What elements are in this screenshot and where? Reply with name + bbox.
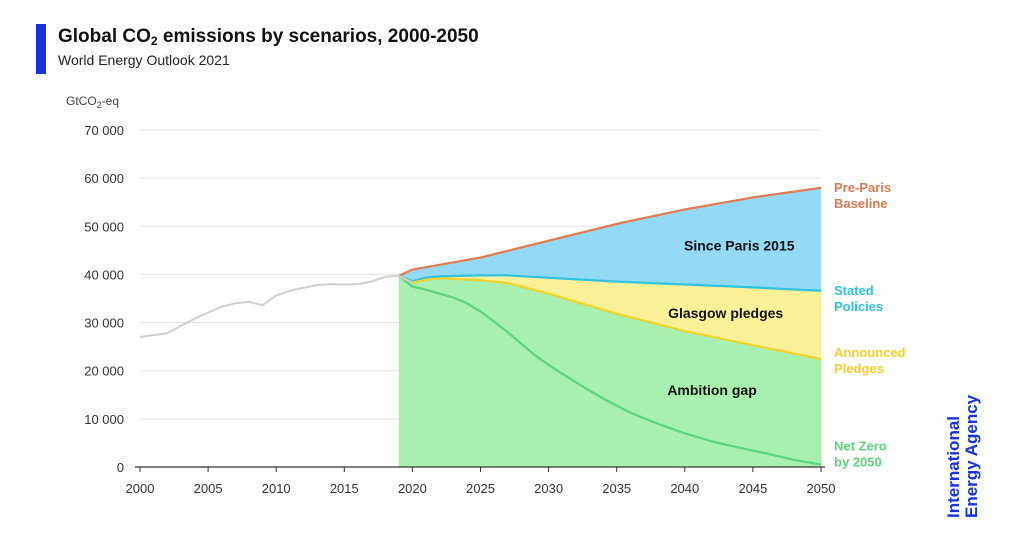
since-paris-area bbox=[398, 187, 821, 291]
area-label-glasgow: Glasgow pledges bbox=[668, 305, 783, 321]
stated-policies-line bbox=[398, 274, 822, 292]
label-net-zero: Net Zero by 2050 bbox=[834, 439, 887, 470]
label-pre-paris-baseline: Pre-Paris Baseline bbox=[834, 180, 891, 211]
y-tick-label: 60 000 bbox=[84, 171, 124, 186]
chart-subtitle: World Energy Outlook 2021 bbox=[58, 52, 230, 68]
y-tick-label: 40 000 bbox=[84, 267, 124, 282]
title-text-start: Global CO bbox=[58, 26, 151, 47]
y-tick-label: 20 000 bbox=[84, 364, 124, 379]
x-tick-label: 2020 bbox=[398, 481, 427, 496]
y-tick-label: 10 000 bbox=[84, 412, 124, 427]
title-subscript: 2 bbox=[150, 34, 158, 48]
announced-pledges-line bbox=[398, 274, 822, 361]
x-tick-label: 2030 bbox=[534, 481, 563, 496]
area-label-ambition: Ambition gap bbox=[667, 382, 756, 398]
title-accent-bar bbox=[36, 24, 46, 74]
historical-emissions-line bbox=[139, 274, 413, 338]
pre-paris-baseline-line bbox=[398, 186, 822, 277]
label-stated-policies: Stated Policies bbox=[834, 283, 883, 314]
ambition-gap-area bbox=[398, 275, 821, 467]
y-tick-label: 0 bbox=[117, 460, 124, 475]
title-text-end: emissions by scenarios, 2000-2050 bbox=[157, 26, 479, 47]
iea-logo-text: International Energy Agency bbox=[944, 318, 981, 518]
chart-title: Global CO2 emissions by scenarios, 2000-… bbox=[58, 26, 479, 48]
brand-line-1: International bbox=[944, 415, 963, 518]
y-tick-label: 50 000 bbox=[84, 219, 124, 234]
y-axis-unit-label: GtCO2-eq bbox=[66, 94, 119, 110]
x-tick-label: 2040 bbox=[670, 481, 699, 496]
x-tick-label: 2000 bbox=[126, 481, 155, 496]
x-tick-label: 2025 bbox=[466, 481, 495, 496]
label-announced-pledges: Announced Pledges bbox=[834, 345, 906, 376]
x-tick-label: 2010 bbox=[262, 481, 291, 496]
y-tick-label: 70 000 bbox=[84, 123, 124, 138]
area-label-since-paris: Since Paris 2015 bbox=[684, 238, 795, 254]
brand-line-2: Energy Agency bbox=[962, 394, 981, 518]
x-tick-label: 2015 bbox=[330, 481, 359, 496]
x-tick-label: 2050 bbox=[807, 481, 836, 496]
y-tick-label: 30 000 bbox=[84, 316, 124, 331]
glasgow-pledges-area bbox=[398, 275, 821, 360]
net-zero-line bbox=[398, 275, 822, 466]
x-tick-label: 2045 bbox=[738, 481, 767, 496]
x-tick-label: 2005 bbox=[194, 481, 223, 496]
x-tick-label: 2035 bbox=[602, 481, 631, 496]
